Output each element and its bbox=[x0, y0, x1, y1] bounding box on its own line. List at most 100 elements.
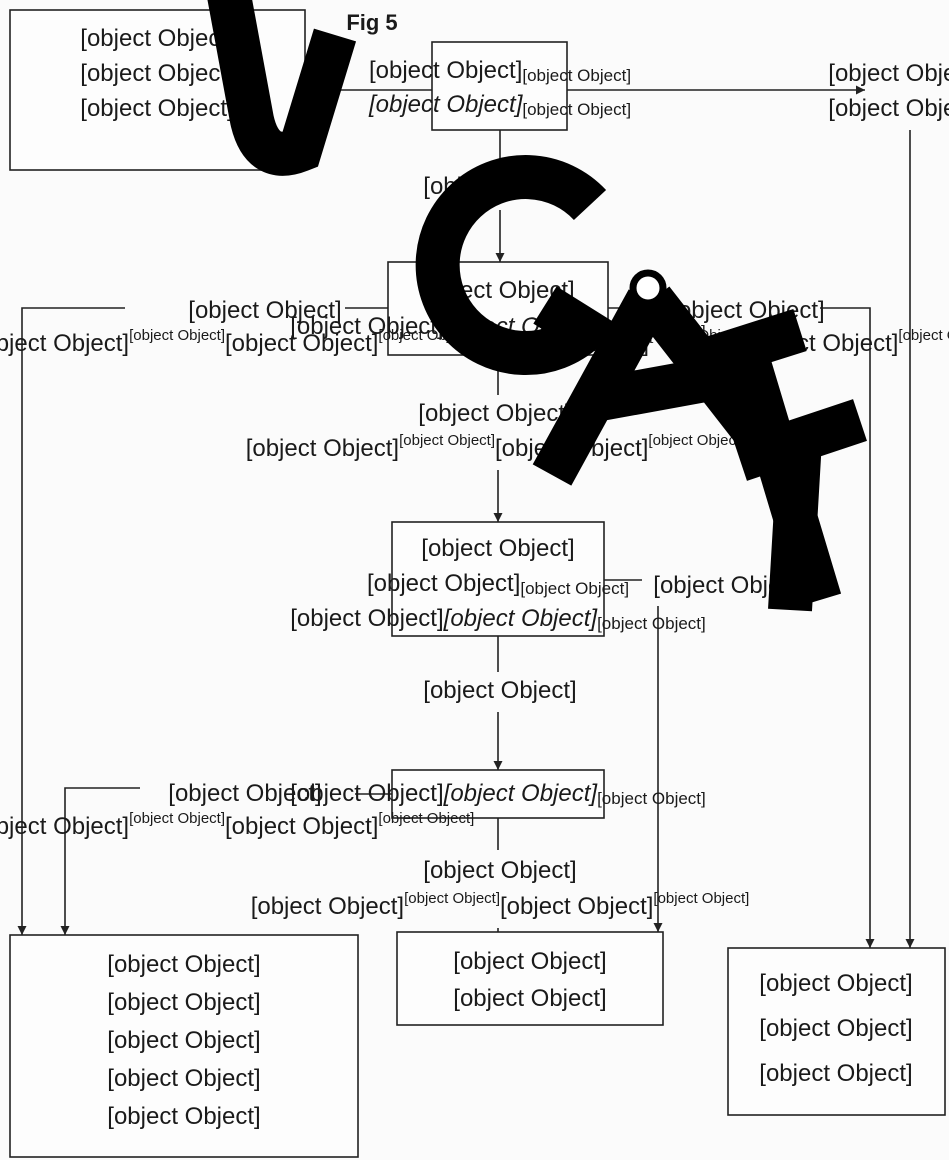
text-segment: [object Object] bbox=[188, 297, 341, 324]
text-segment: [object Object] bbox=[453, 948, 606, 975]
text-line: [object Object] bbox=[759, 1060, 912, 1087]
text-segment: [object Object] bbox=[453, 985, 606, 1012]
text-segment: [object Object] bbox=[0, 813, 129, 840]
edge-label: [object Object][object Object][object Ob… bbox=[246, 400, 745, 462]
text-line: [object Object] bbox=[107, 1027, 260, 1054]
text-line: [object Object][object Object][object Ob… bbox=[251, 890, 750, 920]
node: [object Object][object Object][object Ob… bbox=[368, 41, 631, 131]
text-segment: [object Object] bbox=[168, 780, 321, 807]
text-segment: [object Object] bbox=[597, 614, 706, 633]
text-line: [object Object][object Object][object Ob… bbox=[0, 810, 474, 840]
figure-title: Fig 5 bbox=[346, 10, 397, 35]
watermark-stroke bbox=[415, 155, 622, 375]
arrow bbox=[17, 307, 125, 935]
text-segment: [object Object] bbox=[0, 330, 129, 357]
text-segment: [object Object] bbox=[759, 1060, 912, 1087]
text-segment: [object Object] bbox=[378, 810, 474, 827]
text-line: [object Object] bbox=[107, 951, 260, 978]
text-segment: [object Object] bbox=[418, 400, 571, 427]
text-segment: [object Object] bbox=[443, 780, 599, 807]
text-line: [object Object] bbox=[828, 60, 949, 87]
text-segment: [object Object] bbox=[225, 813, 378, 840]
edge-label: [object Object][object Object][object Ob… bbox=[0, 297, 474, 357]
watermark-stroke bbox=[207, 0, 357, 176]
text-segment: [object Object] bbox=[107, 989, 260, 1016]
text-line: [object Object] bbox=[107, 1065, 260, 1092]
text-line: [object Object] bbox=[828, 95, 949, 122]
node-box bbox=[431, 41, 568, 131]
watermark bbox=[207, 0, 867, 612]
text-segment: [object Object] bbox=[520, 579, 629, 598]
text-segment: [object Object] bbox=[648, 432, 744, 449]
text-line: [object Object] bbox=[423, 677, 576, 704]
text-segment: [object Object] bbox=[80, 25, 233, 52]
text-line: [object Object] bbox=[671, 297, 824, 324]
text-line: [object Object][object Object] bbox=[368, 91, 631, 119]
text-segment: [object Object] bbox=[653, 890, 749, 907]
text-segment: [object Object] bbox=[368, 91, 524, 118]
text-segment: [object Object] bbox=[367, 570, 520, 597]
text-segment: [object Object] bbox=[107, 951, 260, 978]
arrow bbox=[820, 307, 875, 948]
node: [object Object] [object Object] [object Ob… bbox=[9, 934, 359, 1158]
arrow bbox=[60, 787, 140, 935]
text-line: [object Object][object Object][object Ob… bbox=[290, 605, 706, 633]
node: [object Object] [object Object] [object Ob… bbox=[727, 947, 946, 1116]
text-segment: [object Object] bbox=[522, 66, 631, 85]
text-segment: [object Object] bbox=[597, 789, 706, 808]
text-segment: [object Object] bbox=[107, 1065, 260, 1092]
text-line: [object Object] bbox=[453, 948, 606, 975]
text-segment: [object Object] bbox=[290, 313, 443, 340]
text-segment: [object Object] bbox=[671, 297, 824, 324]
text-line: [object Object] bbox=[421, 535, 574, 562]
text-segment: [object Object] bbox=[522, 100, 631, 119]
text-segment: [object Object] bbox=[399, 432, 495, 449]
text-segment: [object Object] bbox=[225, 330, 378, 357]
edge-label: [object Object][object Object][object Ob… bbox=[0, 780, 474, 840]
node: [object Object][object Object][object Ob… bbox=[290, 521, 706, 637]
text-segment: [object Object] bbox=[423, 857, 576, 884]
node-box bbox=[727, 947, 946, 1116]
node: [object Object] [object Object] bbox=[396, 931, 664, 1026]
text-segment: [object Object] bbox=[759, 970, 912, 997]
text-segment: [object Object] bbox=[246, 435, 399, 462]
text-line: [object Object] bbox=[453, 985, 606, 1012]
node: [object Object][object Object][object Ob… bbox=[290, 769, 706, 819]
text-segment: [object Object] bbox=[423, 677, 576, 704]
text-segment: [object Object] bbox=[759, 1015, 912, 1042]
connectors bbox=[17, 85, 915, 948]
text-segment: [object Object] bbox=[129, 327, 225, 344]
text-line: [object Object][object Object][object Ob… bbox=[246, 432, 745, 462]
node-box bbox=[9, 934, 359, 1158]
text-segment: [object Object] bbox=[80, 95, 233, 122]
text-segment: [object Object] bbox=[369, 57, 522, 84]
text-line: [object Object][object Object][object Ob… bbox=[0, 327, 474, 357]
edge-label: [object Object] bbox=[423, 677, 576, 704]
text-line: [object Object] bbox=[80, 60, 233, 87]
text-segment: [object Object] bbox=[107, 1103, 260, 1130]
text-segment: [object Object] bbox=[80, 60, 233, 87]
text-line: [object Object] bbox=[80, 95, 233, 122]
text-segment: [object Object] bbox=[404, 890, 500, 907]
text-line: [object Object][object Object][object Ob… bbox=[290, 780, 706, 808]
watermark-dot bbox=[629, 269, 667, 307]
text-segment: [object Object] bbox=[500, 893, 653, 920]
text-segment: [object Object] bbox=[828, 60, 949, 87]
node-box bbox=[396, 931, 664, 1026]
text-line: [object Object] bbox=[759, 1015, 912, 1042]
edge-label: [object Object] [object Object] bbox=[828, 60, 949, 122]
text-segment: [object Object] bbox=[421, 535, 574, 562]
node-box bbox=[391, 769, 605, 819]
text-segment: [object Object] bbox=[290, 605, 443, 632]
watermark-stroke bbox=[733, 399, 867, 612]
text-line: [object Object] bbox=[418, 400, 571, 427]
text-line: [object Object] bbox=[759, 970, 912, 997]
node-box bbox=[391, 521, 605, 637]
text-line: [object Object] bbox=[188, 297, 341, 324]
text-segment: [object Object] bbox=[251, 893, 404, 920]
text-line: [object Object] bbox=[80, 25, 233, 52]
text-line: [object Object] bbox=[107, 989, 260, 1016]
text-segment: [object Object] bbox=[828, 95, 949, 122]
text-line: [object Object][object Object] bbox=[367, 570, 629, 598]
